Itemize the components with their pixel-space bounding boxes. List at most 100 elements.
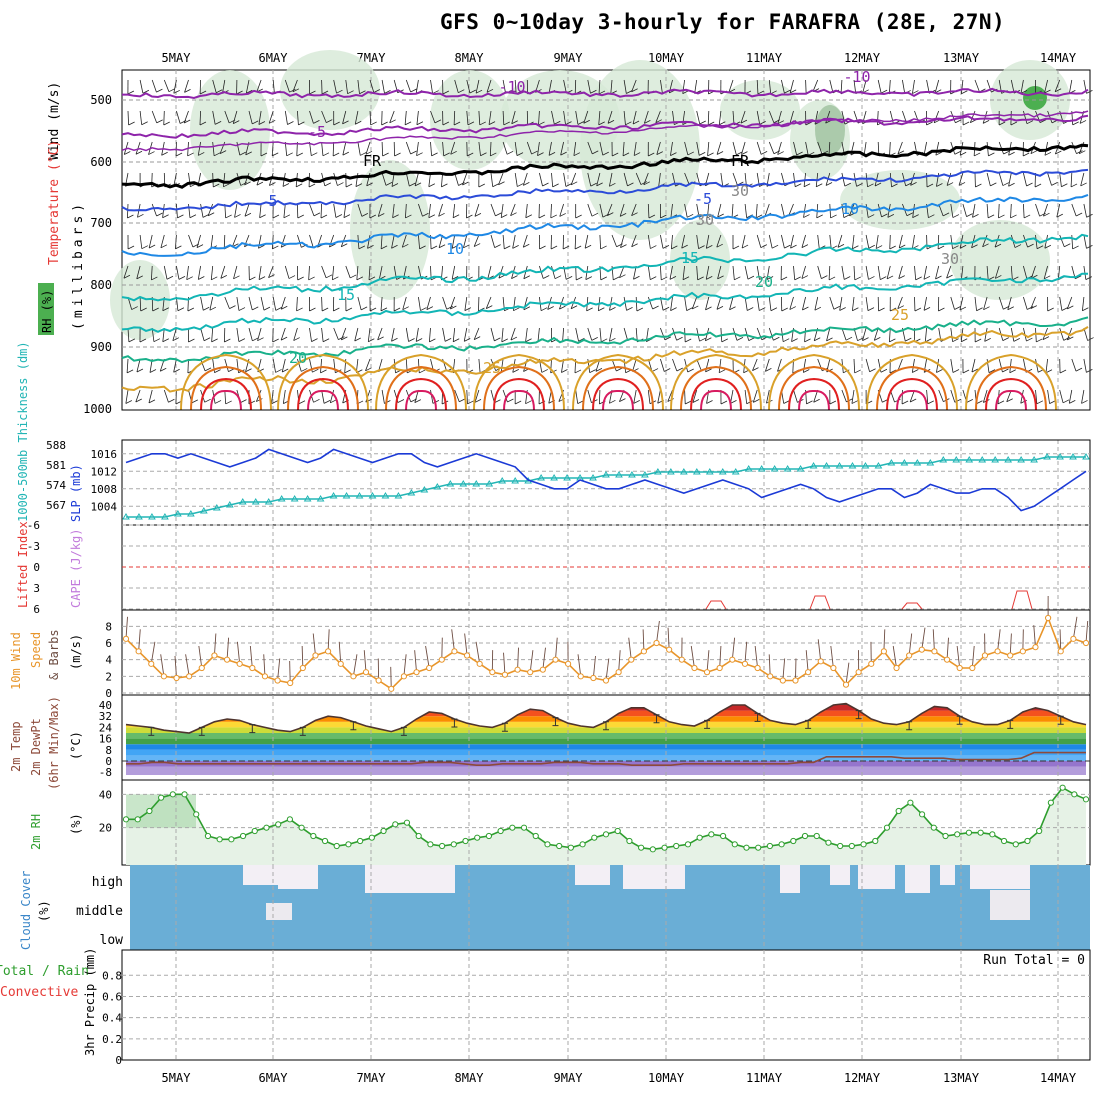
wind-barb-flag	[213, 152, 221, 157]
wind-barb	[430, 110, 436, 124]
wind-barb	[670, 296, 673, 311]
wind-barb	[647, 389, 651, 404]
rh-shading	[815, 105, 845, 155]
rh-series-point	[1059, 784, 1066, 791]
wind-barb-flag	[1081, 400, 1088, 404]
wind-barb-flag	[258, 276, 266, 280]
wind-barb-flag	[431, 152, 438, 157]
wind-barb	[357, 296, 362, 311]
wind-barb-flag	[1075, 275, 1082, 280]
wind-barb	[236, 296, 240, 311]
rh-series-point	[275, 821, 282, 828]
temp-band	[126, 703, 1086, 705]
wind-barb-flag	[699, 152, 706, 156]
wind-barb-flag	[341, 243, 348, 248]
wind-barb-flag	[378, 213, 385, 217]
wind-barb-flag	[540, 307, 548, 312]
wind-barb	[321, 141, 324, 156]
wind-barb	[222, 172, 226, 187]
wind-barb	[610, 79, 613, 94]
wind-barb-flag	[369, 307, 377, 312]
rh-series-point	[228, 836, 235, 843]
wind-barb-flag	[240, 399, 247, 404]
wind-barb	[236, 141, 241, 156]
wind-barb	[825, 110, 831, 124]
wind-barb-flag	[450, 305, 457, 310]
wind-barb	[454, 389, 460, 402]
wind-barb	[817, 234, 820, 249]
wind-barb-flag	[961, 338, 968, 343]
wind-barb-flag	[537, 152, 544, 157]
wind-barb	[418, 203, 423, 217]
wind-barb	[1070, 172, 1073, 187]
thickness-series-point	[1056, 453, 1064, 460]
wind-barb-flag	[718, 369, 726, 374]
wind-barb-flag	[784, 244, 791, 249]
rh-series-point	[965, 829, 973, 836]
wind-barb	[551, 172, 554, 187]
wind-barb	[405, 79, 411, 93]
wind-barb	[333, 79, 337, 94]
wind-barb	[789, 110, 794, 124]
wind-barb-flag	[342, 120, 349, 125]
wind-speed-series-point	[653, 639, 660, 647]
wind-barb-flag	[161, 151, 168, 156]
wind-barb	[236, 641, 241, 664]
wind-barb	[473, 234, 480, 247]
wind-barb	[768, 296, 772, 311]
wind-barb	[631, 234, 637, 247]
wind-barb	[559, 203, 564, 217]
wind-barb-flag	[845, 336, 853, 341]
wind-barb	[768, 234, 773, 249]
wind-barb-flag	[801, 244, 809, 248]
wind-barb	[391, 234, 395, 249]
wind-barb	[741, 141, 746, 155]
wind-barb-flag	[905, 182, 912, 187]
wind-barb	[684, 296, 688, 311]
wind-barb	[380, 234, 383, 249]
minmax-marker	[552, 717, 559, 727]
temp-contour-warm-cell	[788, 377, 840, 411]
wind-barb-flag	[592, 150, 599, 155]
wind-barb	[389, 110, 395, 123]
minmax-marker	[400, 726, 407, 736]
wind-barb-flag	[148, 399, 156, 404]
thickness-series-point	[952, 456, 961, 463]
wind-barb-flag	[669, 276, 677, 280]
wind-barb-flag	[272, 338, 279, 343]
wind-tick-label: 0	[105, 687, 112, 700]
cloud-mid-block	[266, 903, 292, 920]
wind-barb-flag	[355, 183, 363, 187]
wind-barb-flag	[1059, 369, 1067, 374]
wind-barb	[605, 658, 610, 681]
wind-speed-series-point	[868, 660, 875, 667]
wind-barb-flag	[1055, 150, 1062, 155]
wind-barb	[994, 265, 1000, 279]
temp-contour-25	[121, 326, 1089, 393]
wind-barb	[327, 629, 330, 652]
wind-barb	[224, 389, 227, 404]
wind-barb	[876, 110, 879, 125]
wind-barb	[223, 234, 226, 249]
wind-barb-flag	[368, 276, 376, 281]
thickness-series-point	[861, 462, 870, 469]
wind-barb-flag	[747, 275, 755, 280]
wind-speed-series-point	[325, 648, 332, 655]
wind-barb-flag	[946, 274, 953, 279]
thickness-series-point	[174, 510, 182, 517]
wind-barb-flag	[887, 214, 895, 218]
wind-barb-flag	[220, 274, 228, 279]
wind-barb	[1054, 79, 1061, 92]
wind-barb	[418, 358, 420, 373]
wind-barb-flag	[1010, 214, 1017, 219]
li-tick-label: 3	[33, 582, 40, 595]
wind-barb-flag	[782, 338, 790, 343]
wind-barb-flag	[333, 121, 340, 126]
wind-barb-flag	[345, 307, 353, 312]
wind-barb-flag	[571, 181, 578, 186]
wind-barb-flag	[131, 306, 138, 310]
wind-barb-flag	[912, 214, 919, 219]
wind-barb	[490, 234, 496, 248]
rh-series-point	[286, 816, 294, 823]
date-label-top: 8MAY	[455, 51, 485, 65]
